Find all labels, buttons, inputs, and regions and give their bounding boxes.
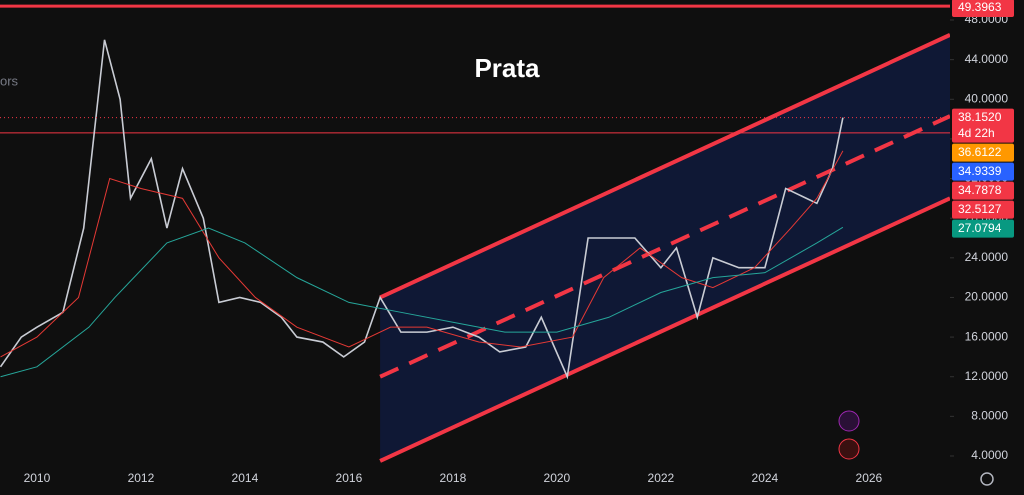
price-line bbox=[0, 150, 844, 358]
settings-icon[interactable] bbox=[980, 472, 994, 486]
channel-middle bbox=[379, 114, 951, 379]
x-tick-label: 2012 bbox=[128, 471, 155, 485]
price-label: 27.0794 bbox=[958, 221, 1002, 235]
price-line bbox=[0, 39, 844, 380]
indicator-text: ors bbox=[0, 73, 19, 88]
price-label: 32.5127 bbox=[958, 202, 1002, 216]
y-tick-label: 8.0000 bbox=[971, 409, 1008, 423]
price-label: 34.7878 bbox=[958, 183, 1002, 197]
y-tick-label: 20.0000 bbox=[965, 290, 1009, 304]
price-label: 49.3963 bbox=[958, 0, 1002, 14]
x-tick-label: 2026 bbox=[856, 471, 883, 485]
x-tick-label: 2020 bbox=[544, 471, 571, 485]
x-tick-label: 2016 bbox=[336, 471, 363, 485]
x-tick-label: 2022 bbox=[648, 471, 675, 485]
price-label-box bbox=[952, 181, 1014, 200]
price-label: 36.6122 bbox=[958, 145, 1002, 159]
chart-title: Prata bbox=[474, 53, 540, 83]
price-label: 38.1520 bbox=[958, 110, 1002, 124]
price-label-box bbox=[952, 219, 1014, 238]
flag-icon[interactable] bbox=[838, 438, 860, 460]
price-line bbox=[0, 226, 844, 378]
price-label-box bbox=[952, 200, 1014, 219]
y-tick-label: 4.0000 bbox=[971, 448, 1008, 462]
x-tick-label: 2018 bbox=[440, 471, 467, 485]
y-tick-label: 40.0000 bbox=[965, 91, 1009, 105]
price-label-box bbox=[952, 108, 1014, 143]
y-tick-label: 12.0000 bbox=[965, 369, 1009, 383]
plot bbox=[0, 4, 951, 463]
axes: 2010 2012 2014 2016 2018 2020 2022 2024 2026 4.00… bbox=[24, 0, 1014, 485]
channel-upper bbox=[379, 33, 951, 300]
y-tick-label: 16.0000 bbox=[965, 329, 1009, 343]
channel-lower bbox=[379, 196, 951, 463]
alert-icon[interactable] bbox=[838, 410, 860, 432]
y-tick-label: 44.0000 bbox=[965, 52, 1009, 66]
price-label: 34.9339 bbox=[958, 164, 1002, 178]
y-tick-label: 24.0000 bbox=[965, 250, 1009, 264]
countdown: 4d 22h bbox=[958, 126, 995, 140]
price-label-box bbox=[952, 162, 1014, 181]
channel-fill bbox=[380, 34, 950, 461]
price-label-box bbox=[952, 143, 1014, 162]
x-tick-label: 2010 bbox=[24, 471, 51, 485]
x-tick-label: 2024 bbox=[752, 471, 779, 485]
x-tick-label: 2014 bbox=[232, 471, 259, 485]
price-label-box bbox=[952, 0, 1014, 17]
